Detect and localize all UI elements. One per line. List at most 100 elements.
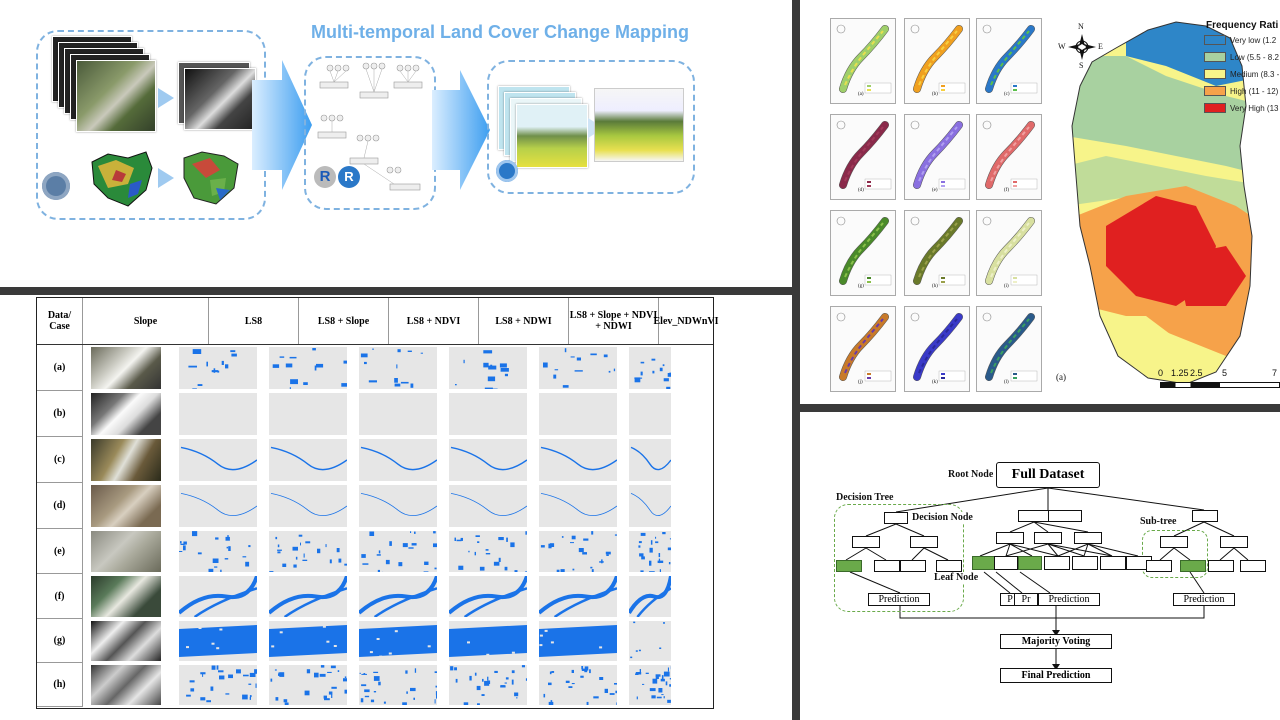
leaf-node — [1018, 556, 1042, 570]
r-logo-2: R — [338, 166, 360, 188]
compass-e: E — [1098, 42, 1103, 51]
legend-label: Medium (8.3 - — [1230, 69, 1280, 79]
small-map — [976, 306, 1042, 392]
small-map-label: (k) — [932, 380, 938, 385]
majority-voting-box: Majority Voting — [1000, 634, 1112, 649]
leaf-node — [1180, 560, 1206, 572]
prediction-box-3: Prediction — [1173, 593, 1235, 606]
row-label-f: (f) — [37, 574, 83, 619]
legend-entry: Very low (1.2 — [1204, 34, 1276, 46]
compass-rose: N S W E — [1058, 22, 1103, 74]
small-map — [830, 210, 896, 296]
decision-node — [1074, 532, 1102, 544]
result-cell — [269, 439, 347, 481]
header-data-case: Data/ Case — [37, 298, 83, 344]
r-logo-1: R — [314, 166, 336, 188]
result-cell — [539, 576, 617, 617]
result-cell — [179, 393, 257, 435]
dem-map — [88, 148, 154, 208]
result-cell — [179, 531, 257, 572]
small-map-label: (g) — [858, 284, 864, 289]
decision-node — [910, 536, 938, 548]
water-detection-table: Data/ Case Slope LS8 LS8 + Slope LS8 + N… — [36, 297, 719, 709]
decision-node — [884, 512, 908, 524]
result-cell — [449, 393, 527, 435]
decision-node — [1192, 510, 1218, 522]
legend-swatch — [1204, 69, 1226, 79]
decision-node — [874, 560, 900, 572]
legend-label: Low (5.5 - 8.2 — [1230, 52, 1279, 62]
full-dataset-node: Full Dataset — [996, 462, 1100, 488]
small-map — [830, 306, 896, 392]
divider-vertical — [792, 0, 800, 720]
decision-node — [1240, 560, 1266, 572]
model-diagram — [317, 62, 423, 191]
result-cell — [359, 576, 437, 617]
result-cell — [359, 531, 437, 572]
legend-title: Frequency Rati — [1206, 20, 1279, 31]
legend-entry: Low (5.5 - 8.2 — [1204, 51, 1279, 63]
header-ls8-ndwi: LS8 + NDWI — [479, 298, 569, 344]
compass-s: S — [1079, 61, 1084, 70]
row-label-g: (g) — [37, 619, 83, 663]
result-cell — [449, 485, 527, 527]
legend-swatch — [1204, 52, 1226, 62]
small-map-label: (a) — [858, 92, 864, 97]
root-node-label: Root Node — [948, 469, 994, 480]
decision-tree-group — [834, 504, 964, 612]
big-arrow-1 — [252, 60, 312, 190]
result-cell — [359, 665, 437, 705]
result-cell — [539, 347, 617, 389]
scale-tick-2: 2.5 — [1190, 368, 1203, 378]
result-cell — [359, 347, 437, 389]
result-cell — [629, 531, 671, 572]
result-cell — [359, 485, 437, 527]
result-cell — [449, 347, 527, 389]
prediction-box-1: Prediction — [868, 593, 930, 606]
result-cell — [269, 485, 347, 527]
decision-node — [1048, 510, 1082, 522]
maps-panel: (a) (b) (c) (d) (e) (f) (g) (h) (i) (j) (k) (l) N S… — [800, 0, 1280, 404]
decision-node — [1034, 532, 1062, 544]
tree-connectors — [845, 487, 1249, 670]
result-cell — [449, 576, 527, 617]
leaf-node — [972, 556, 996, 570]
result-cell — [449, 665, 527, 705]
small-map-label: (l) — [1004, 380, 1009, 385]
small-map — [976, 114, 1042, 200]
final-map — [594, 88, 684, 162]
result-cell — [179, 347, 257, 389]
leaf-node — [836, 560, 862, 572]
row-label-b: (b) — [37, 391, 83, 437]
tree-panel: Root Node Full Dataset Decision Tree Dec… — [800, 412, 1280, 720]
decision-node — [1208, 560, 1234, 572]
decision-node — [1018, 510, 1052, 522]
legend-entry: High (11 - 12) — [1204, 85, 1278, 97]
decision-node — [1072, 556, 1098, 570]
big-map-label: (a) — [1056, 372, 1066, 382]
result-cell — [179, 485, 257, 527]
result-cell — [539, 393, 617, 435]
row-label-h: (h) — [37, 663, 83, 707]
prediction-box-pr: Pr — [1014, 593, 1038, 606]
legend-entry: Medium (8.3 - — [1204, 68, 1279, 80]
decision-node — [996, 532, 1024, 544]
frequency-ratio-map — [1071, 21, 1253, 385]
result-cell — [539, 665, 617, 705]
small-map-label: (i) — [1004, 284, 1009, 289]
subtree-group — [1142, 530, 1208, 578]
result-cell — [629, 621, 671, 661]
result-cell — [539, 531, 617, 572]
result-cell — [539, 621, 617, 661]
result-cell — [269, 347, 347, 389]
result-cell — [629, 576, 671, 617]
result-cell — [179, 439, 257, 481]
result-cell — [629, 485, 671, 527]
scale-bar — [1160, 382, 1280, 388]
arrow-to-gray — [158, 88, 174, 108]
leaf-node-label: Leaf Node — [934, 572, 979, 583]
small-map — [976, 18, 1042, 104]
small-map-label: (b) — [932, 92, 938, 97]
legend-swatch — [1204, 103, 1226, 113]
small-map-label: (c) — [1004, 92, 1010, 97]
